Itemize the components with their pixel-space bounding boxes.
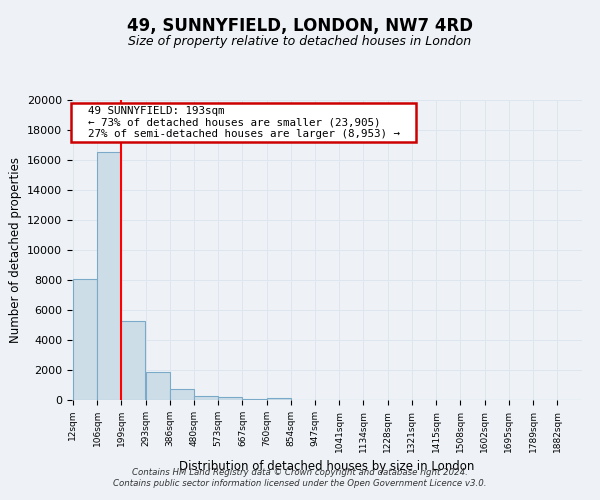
Bar xyxy=(73,278,97,400)
Bar xyxy=(97,152,121,400)
Text: Size of property relative to detached houses in London: Size of property relative to detached ho… xyxy=(128,35,472,48)
Text: 49, SUNNYFIELD, LONDON, NW7 4RD: 49, SUNNYFIELD, LONDON, NW7 4RD xyxy=(127,18,473,36)
Bar xyxy=(194,396,218,400)
Text: Contains HM Land Registry data © Crown copyright and database right 2024.
Contai: Contains HM Land Registry data © Crown c… xyxy=(113,468,487,487)
Text: 49 SUNNYFIELD: 193sqm  
  ← 73% of detached houses are smaller (23,905)  
  27% : 49 SUNNYFIELD: 193sqm ← 73% of detached … xyxy=(74,106,413,139)
X-axis label: Distribution of detached houses by size in London: Distribution of detached houses by size … xyxy=(179,460,475,473)
Bar xyxy=(218,398,242,400)
Bar xyxy=(266,398,290,400)
Bar xyxy=(121,320,145,400)
Y-axis label: Number of detached properties: Number of detached properties xyxy=(8,157,22,343)
Bar xyxy=(242,398,266,400)
Bar xyxy=(170,389,194,400)
Bar xyxy=(146,372,170,400)
